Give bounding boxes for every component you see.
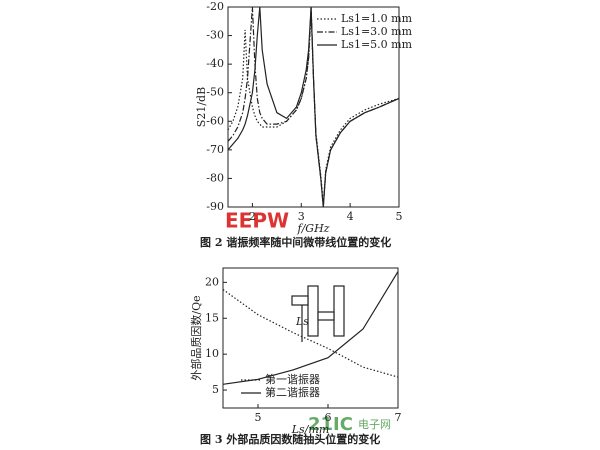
- series-line: [222, 289, 399, 378]
- plot-frame: [222, 267, 399, 409]
- y-axis-label: S21/dB: [195, 87, 208, 127]
- y-tick-label: 15: [205, 311, 219, 324]
- x-tick-label: 5: [396, 210, 403, 223]
- series-line: [227, 6, 400, 208]
- watermark: 21IC: [308, 414, 353, 435]
- x-tick-label: 7: [395, 411, 402, 424]
- x-tick-label: 6: [325, 411, 332, 424]
- y-tick-label: -80: [206, 171, 224, 184]
- inset-label: Ls: [295, 315, 309, 328]
- y-axis-label: 外部品质因数/Qe: [189, 295, 203, 380]
- watermark: EEPW: [225, 209, 289, 233]
- y-tick-label: 10: [205, 347, 219, 360]
- caption: 图 2 谐振频率随中间微带线位置的变化: [200, 235, 391, 249]
- legend-label: Ls1=3.0 mm: [341, 25, 413, 38]
- x-tick-label: 3: [298, 210, 305, 223]
- x-axis-label: Ls/mm: [291, 423, 330, 436]
- x-tick-label: 4: [347, 210, 354, 223]
- series-line: [227, 12, 400, 205]
- series-line: [222, 271, 399, 385]
- y-tick-label: -40: [206, 57, 224, 70]
- plot-frame: [227, 6, 400, 208]
- legend-label: Ls1=5.0 mm: [341, 38, 413, 51]
- y-tick-label: 20: [205, 275, 219, 288]
- y-tick-label: -50: [206, 86, 224, 99]
- inset-diagram: [291, 285, 345, 342]
- x-tick-label: 5: [255, 411, 262, 424]
- y-tick-label: -20: [206, 0, 224, 13]
- legend-label: 第一谐振器: [265, 372, 320, 386]
- watermark: 电子网: [358, 418, 391, 431]
- legend-label: 第二谐振器: [265, 385, 320, 399]
- y-tick-label: 5: [212, 383, 219, 396]
- caption: 图 3 外部品质因数随抽头位置的变化: [200, 432, 380, 446]
- y-tick-label: -90: [206, 200, 224, 213]
- legend-label: Ls1=1.0 mm: [341, 12, 413, 25]
- x-tick-label: 2: [249, 210, 256, 223]
- y-tick-label: -60: [206, 114, 224, 127]
- y-tick-label: -70: [206, 143, 224, 156]
- x-axis-label: f/GHz: [297, 222, 330, 235]
- y-tick-label: -30: [206, 29, 224, 42]
